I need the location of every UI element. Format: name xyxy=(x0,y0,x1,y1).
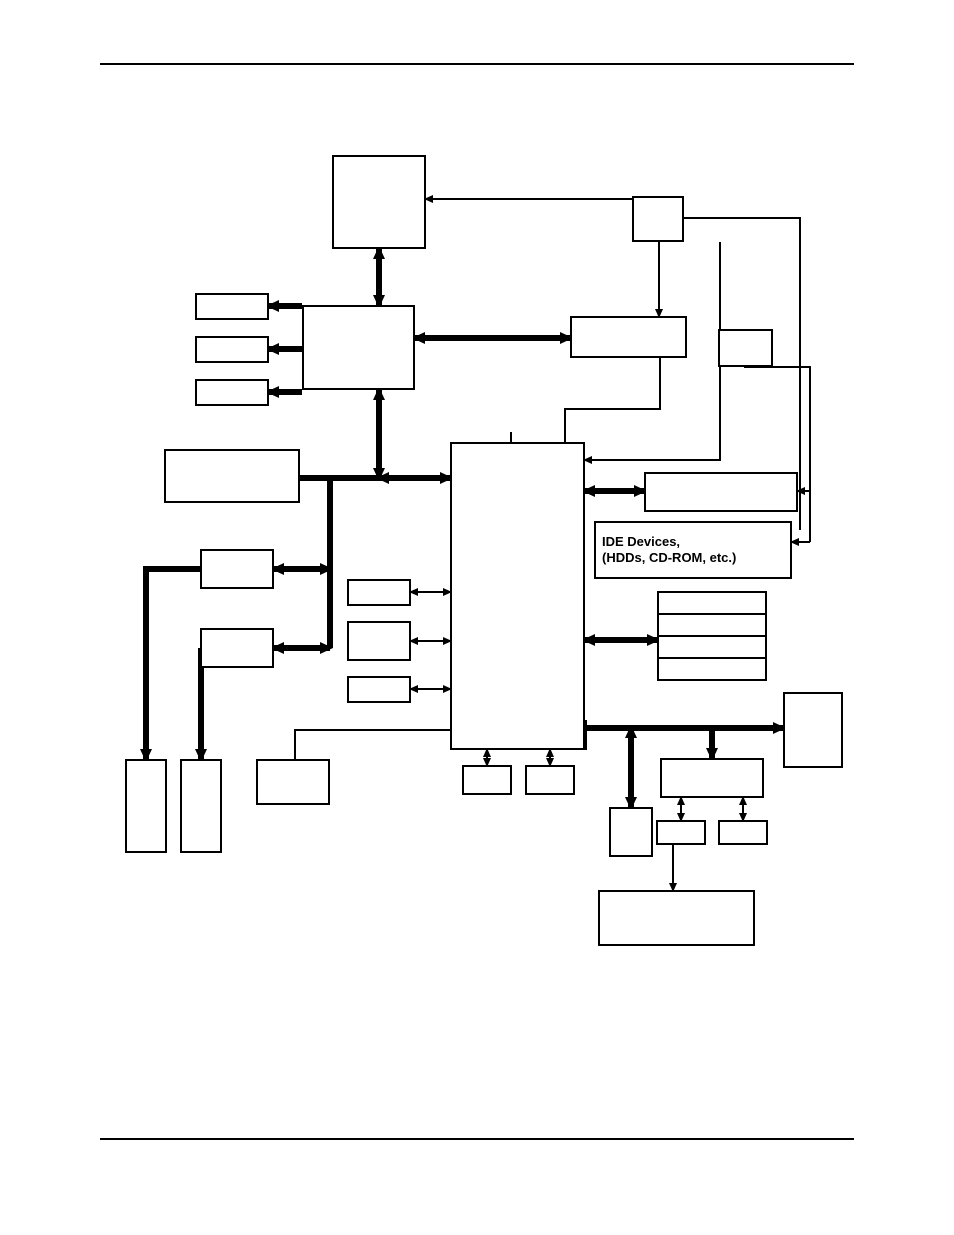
node-smalla xyxy=(347,579,411,606)
node-ideopt1 xyxy=(657,591,767,615)
node-mini2 xyxy=(525,765,575,795)
node-usbb xyxy=(180,759,222,853)
node-sio_box xyxy=(256,759,330,805)
node-sb xyxy=(450,442,585,750)
node-cpu xyxy=(332,155,426,249)
node-smallb xyxy=(347,621,411,661)
node-smallc xyxy=(347,676,411,703)
page: IDE Devices, (HDDs, CD-ROM, etc.) xyxy=(0,0,954,1235)
node-sub2 xyxy=(718,820,768,845)
node-label: IDE Devices, (HDDs, CD-ROM, etc.) xyxy=(602,534,736,565)
node-nb xyxy=(302,305,415,390)
node-ideopt4 xyxy=(657,657,767,681)
node-pci_slots xyxy=(164,449,300,503)
node-vrm xyxy=(632,196,684,242)
node-mini1 xyxy=(462,765,512,795)
node-dimm1 xyxy=(195,293,269,320)
node-wide xyxy=(598,890,755,946)
node-dimm2 xyxy=(195,336,269,363)
node-ideopt2 xyxy=(657,613,767,637)
node-lowerbox xyxy=(609,807,653,857)
node-pci1 xyxy=(200,549,274,589)
node-vsns xyxy=(718,329,773,367)
edge-15 xyxy=(146,569,200,759)
node-sub1 xyxy=(656,820,706,845)
node-agp_vga xyxy=(570,316,687,358)
node-ide_dev: IDE Devices, (HDDs, CD-ROM, etc.) xyxy=(594,521,792,579)
edge-22 xyxy=(295,730,460,759)
node-pwr xyxy=(783,692,843,768)
node-pci2 xyxy=(200,628,274,668)
node-ideopt3 xyxy=(657,635,767,659)
node-dimm3 xyxy=(195,379,269,406)
page-rule-top xyxy=(100,63,854,65)
node-subio xyxy=(660,758,764,798)
node-usba xyxy=(125,759,167,853)
page-rule-bottom xyxy=(100,1138,854,1140)
edge-37 xyxy=(565,358,660,442)
node-ide_conn xyxy=(644,472,798,512)
